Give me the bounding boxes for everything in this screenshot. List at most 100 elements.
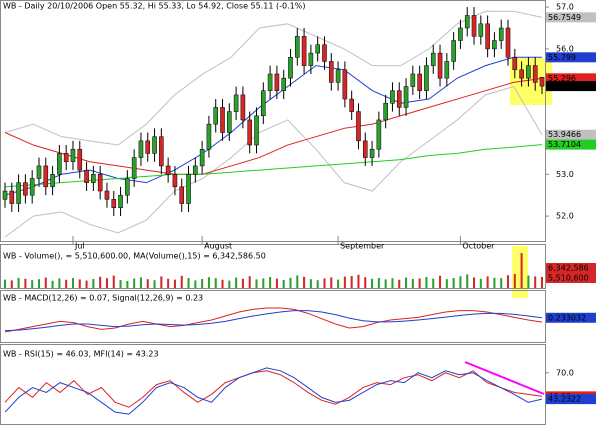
volume-bar <box>445 279 448 288</box>
candle-body <box>247 119 252 146</box>
volume-bar <box>316 280 319 288</box>
candle-body <box>9 190 15 204</box>
overlay-line <box>4 85 543 238</box>
candle-body <box>111 199 117 208</box>
candle-body <box>444 61 450 79</box>
value-tag <box>546 81 596 92</box>
value-tag <box>546 73 596 84</box>
candle-body <box>145 140 151 154</box>
indicator-line <box>4 370 543 408</box>
candle-body <box>403 86 409 108</box>
candle-body <box>206 123 212 150</box>
candle-body <box>492 40 497 50</box>
value-label: 5,510,600 <box>548 274 589 283</box>
candle-body <box>342 69 348 100</box>
candle-body <box>424 65 429 91</box>
volume-bar <box>99 276 102 288</box>
candle-body <box>138 140 144 158</box>
candle-body <box>376 119 382 150</box>
volume-bar <box>343 276 346 288</box>
candle-body <box>199 148 205 167</box>
candle-body <box>532 65 538 83</box>
candle-body <box>526 65 531 79</box>
candle-body <box>464 15 470 29</box>
x-tick-label: August <box>204 242 232 251</box>
volume-bar <box>330 277 333 288</box>
volume-bar <box>350 276 353 288</box>
value-label: 55.296 <box>548 74 576 83</box>
value-label: 0.233032 <box>548 313 586 322</box>
value-label: 43.2322 <box>548 395 581 404</box>
candle-body <box>220 107 225 133</box>
volume-bar <box>153 280 156 288</box>
y-tick-label: 57.0 <box>556 3 574 12</box>
volume-bar <box>309 279 312 288</box>
volume-bar <box>255 279 258 288</box>
candle-body <box>57 153 62 175</box>
volume-bar <box>3 279 7 288</box>
volume-bar <box>214 278 217 288</box>
volume-bar <box>119 280 122 288</box>
volume-bar <box>303 276 306 288</box>
volume-bar <box>139 277 142 288</box>
volume-bar <box>160 276 163 288</box>
candle-body <box>70 148 76 163</box>
volume-bar <box>24 278 27 288</box>
candle-body <box>240 94 246 121</box>
candle-body <box>23 182 28 196</box>
overlay-line <box>4 77 543 175</box>
candle-body <box>505 27 511 58</box>
candle-body <box>437 52 443 79</box>
y-tick-label: 52.0 <box>556 212 574 221</box>
candle-body <box>29 178 35 196</box>
volume-bar <box>58 278 61 288</box>
candle-body <box>125 178 130 196</box>
volume-bar <box>201 279 204 288</box>
candle-body <box>233 94 239 112</box>
value-tag <box>546 273 596 283</box>
rsi-title: WB - RSI(15) = 46.03, MFI(14) = 43.23 <box>3 350 159 359</box>
candle-body <box>172 174 178 188</box>
volume-bar <box>275 278 278 288</box>
volume-bar <box>31 280 34 288</box>
volume-bar <box>37 279 41 288</box>
trend-line <box>464 361 545 395</box>
price-title: WB - Daily 20/10/2006 Open 55.32, Hi 55.… <box>3 2 305 11</box>
value-tag <box>546 394 596 405</box>
candle-body <box>539 77 545 87</box>
volume-bar <box>126 281 129 288</box>
value-tag <box>546 312 596 323</box>
volume-bar <box>78 279 81 288</box>
candle-body <box>451 40 456 62</box>
volume-bar <box>269 277 272 288</box>
volume-bar <box>540 276 544 288</box>
candle-body <box>36 165 42 179</box>
volume-bar <box>17 277 20 288</box>
volume-bar <box>513 274 516 288</box>
volume-bar <box>466 274 469 288</box>
candle-body <box>322 44 327 62</box>
volume-bar <box>10 280 13 288</box>
value-label: 53.9466 <box>548 130 581 139</box>
volume-bar <box>296 275 299 288</box>
volume-bar <box>235 277 238 288</box>
candle-body <box>77 148 83 171</box>
volume-bar <box>493 277 496 288</box>
candle-body <box>512 57 518 71</box>
value-tag <box>546 263 596 273</box>
volume-bar <box>221 279 224 288</box>
y-tick-label: 56.0 <box>556 44 574 53</box>
macd-panel <box>0 290 546 343</box>
volume-bar <box>187 278 190 288</box>
volume-bar <box>44 277 47 288</box>
candle-body <box>417 73 422 91</box>
candle-body <box>91 174 96 183</box>
overlay-line <box>4 56 543 196</box>
candle-body <box>227 111 232 133</box>
volume-panel <box>0 244 546 289</box>
volume-bar <box>520 253 523 288</box>
candle-body <box>396 90 402 108</box>
volume-bar <box>71 278 74 288</box>
